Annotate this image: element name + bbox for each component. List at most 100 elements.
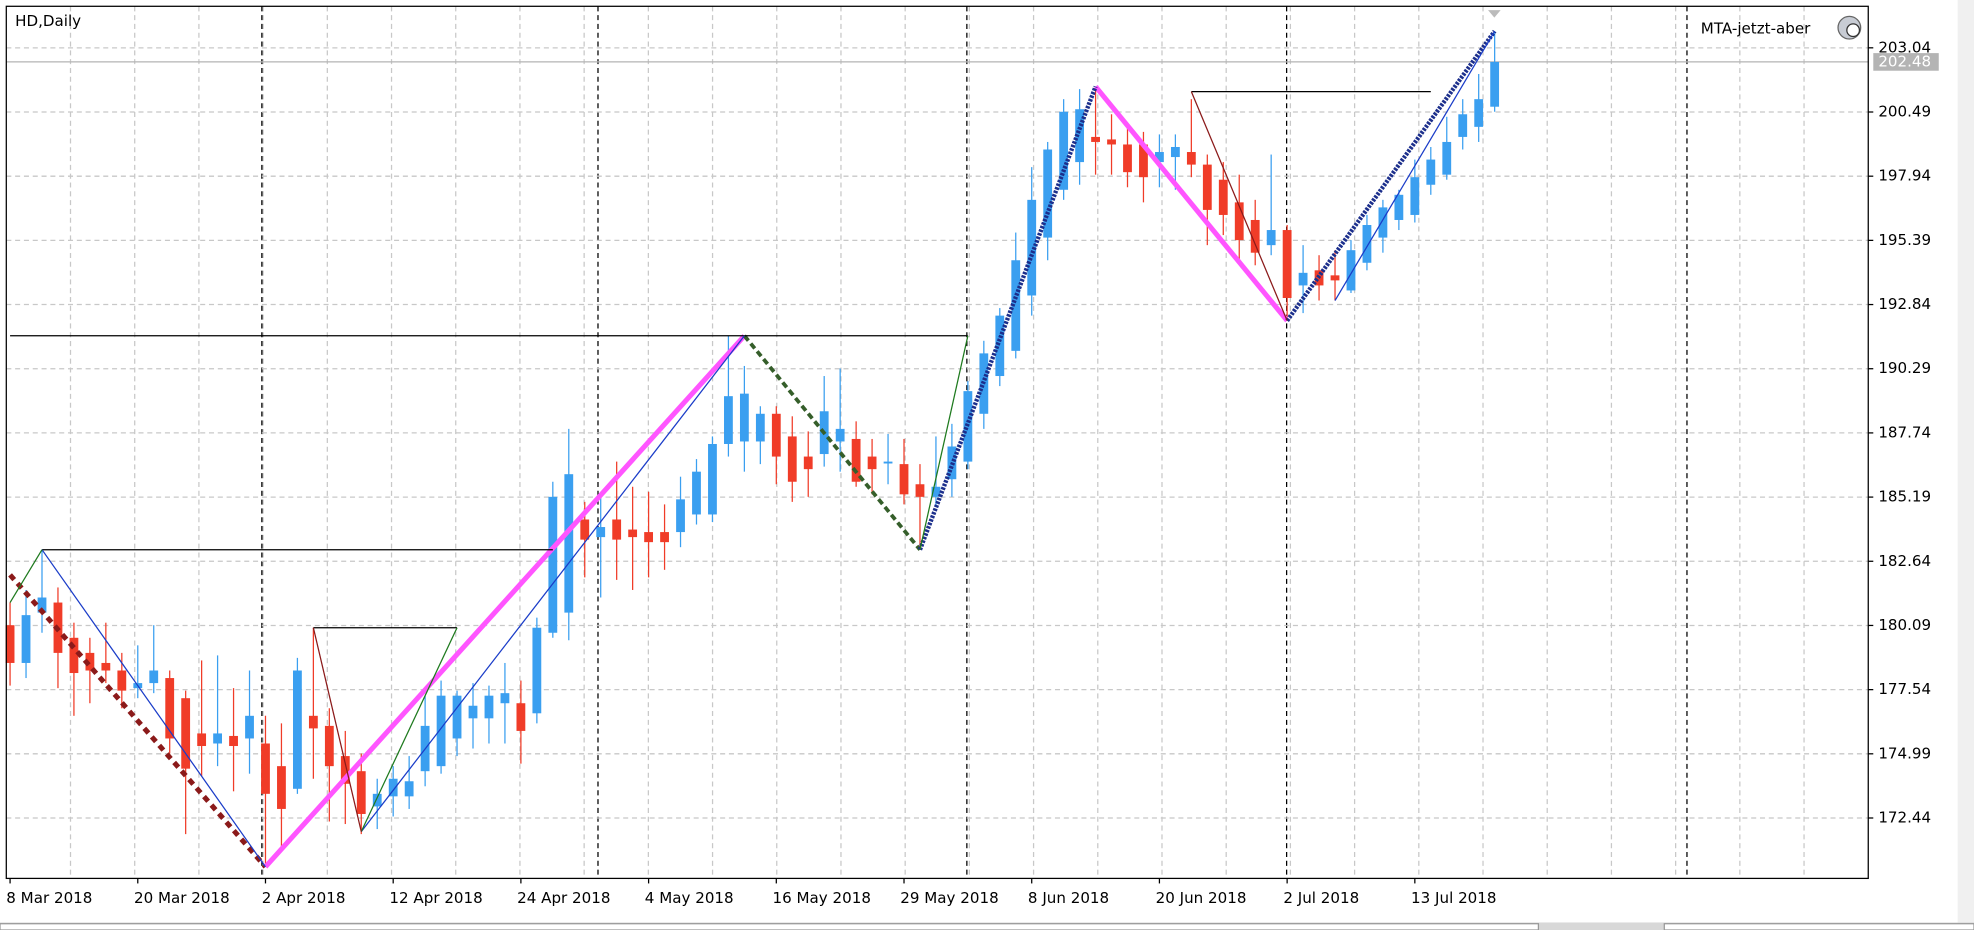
candle-body xyxy=(1490,61,1500,107)
y-tick-label: 187.74 xyxy=(1878,423,1931,441)
zigzag-line xyxy=(360,335,745,832)
candle-body xyxy=(277,766,286,809)
candle-body xyxy=(1123,144,1132,173)
candle-body xyxy=(724,396,733,444)
bottom-tab xyxy=(0,923,1540,930)
candle-body xyxy=(1027,199,1037,296)
candle-body xyxy=(197,733,207,747)
candle-body xyxy=(1059,111,1069,190)
y-tick-label: 180.09 xyxy=(1878,616,1931,634)
current-price-box xyxy=(1873,53,1939,71)
candle-body xyxy=(1043,149,1053,238)
y-tick-label: 192.84 xyxy=(1878,295,1931,313)
candle-body xyxy=(1282,230,1292,299)
zigzag-line xyxy=(8,573,268,869)
candle-body xyxy=(181,698,191,769)
bottom-tab xyxy=(1663,923,1974,930)
candle-body xyxy=(245,715,254,739)
y-tick-label: 185.19 xyxy=(1878,488,1931,506)
candle-body xyxy=(324,725,334,767)
candle-body xyxy=(213,733,222,744)
x-tick-label: 20 Mar 2018 xyxy=(134,889,230,907)
candle-body xyxy=(548,496,558,633)
candle-body xyxy=(1075,109,1085,163)
candle-body xyxy=(468,705,478,719)
y-tick-label: 203.04 xyxy=(1878,38,1931,56)
x-tick-label: 24 Apr 2018 xyxy=(517,889,610,907)
candle-body xyxy=(835,428,845,442)
candle-body xyxy=(915,484,925,497)
y-tick-label: 177.54 xyxy=(1878,680,1931,698)
zigzag-line xyxy=(919,335,969,550)
candle-body xyxy=(564,474,574,613)
candle-body xyxy=(1170,146,1180,158)
x-tick-label: 12 Apr 2018 xyxy=(389,889,482,907)
candle-body xyxy=(628,529,638,538)
zigzag-line xyxy=(312,627,362,832)
candle-body xyxy=(1155,152,1164,163)
candle-body xyxy=(995,315,1005,377)
candle-body xyxy=(708,443,717,515)
zigzag-line xyxy=(917,85,1098,551)
zigzag-line xyxy=(263,334,747,869)
chart-title: HD,Daily xyxy=(15,12,81,30)
candle-body xyxy=(5,625,15,663)
y-tick-label: 200.49 xyxy=(1878,103,1931,121)
indicator-icon xyxy=(1837,15,1862,40)
candle-body xyxy=(931,486,941,497)
candle-body xyxy=(1346,250,1356,291)
candle-body xyxy=(1298,272,1308,286)
candle-body xyxy=(883,461,893,464)
candle-body xyxy=(1474,99,1484,127)
x-tick-label: 20 Jun 2018 xyxy=(1156,889,1247,907)
candle-body xyxy=(1250,219,1260,253)
candle-body xyxy=(484,695,494,719)
zigzag-line xyxy=(1334,30,1496,301)
candle-body xyxy=(1218,179,1228,215)
x-tick-label: 4 May 2018 xyxy=(645,889,734,907)
candle-body xyxy=(803,456,813,470)
x-tick-label: 2 Jul 2018 xyxy=(1283,889,1359,907)
zigzag-line xyxy=(1190,91,1288,321)
candle-body xyxy=(69,637,79,674)
candle-body xyxy=(149,670,159,684)
candle-body xyxy=(1234,202,1244,241)
candle-body xyxy=(580,519,590,540)
zigzag-line xyxy=(9,549,43,603)
candle-body xyxy=(1442,141,1452,175)
y-tick-label: 182.64 xyxy=(1878,552,1931,570)
candle-body xyxy=(755,413,765,442)
candle-body xyxy=(660,532,669,543)
candle-body xyxy=(293,670,302,789)
price-marker xyxy=(1488,10,1501,18)
candle-body xyxy=(1362,225,1372,263)
candle-body xyxy=(37,597,47,613)
y-tick-label: 195.39 xyxy=(1878,231,1931,249)
candle-body xyxy=(404,781,414,797)
y-tick-label: 197.94 xyxy=(1878,167,1931,185)
zigzag-line xyxy=(360,627,458,832)
candle-body xyxy=(101,662,111,671)
candle-body xyxy=(356,771,366,814)
zigzag-line xyxy=(41,549,266,868)
candle-body xyxy=(21,615,31,663)
candle-body xyxy=(676,499,685,533)
candle-body xyxy=(436,695,446,767)
x-tick-label: 8 Jun 2018 xyxy=(1028,889,1109,907)
candle-body xyxy=(1378,207,1388,238)
candle-body xyxy=(500,693,510,704)
y-tick-label: 172.44 xyxy=(1878,808,1931,826)
candle-body xyxy=(692,471,701,515)
candle-body xyxy=(644,532,654,543)
candle-body xyxy=(787,436,797,482)
candle-body xyxy=(308,715,318,729)
candle-body xyxy=(372,793,382,807)
indicator-label: MTA-jetzt-aber xyxy=(1701,19,1811,37)
candle-body xyxy=(1426,159,1436,185)
candle-body xyxy=(867,456,877,470)
candle-body xyxy=(85,652,95,671)
candle-body xyxy=(1458,114,1468,137)
zigzag-line xyxy=(1285,29,1497,322)
